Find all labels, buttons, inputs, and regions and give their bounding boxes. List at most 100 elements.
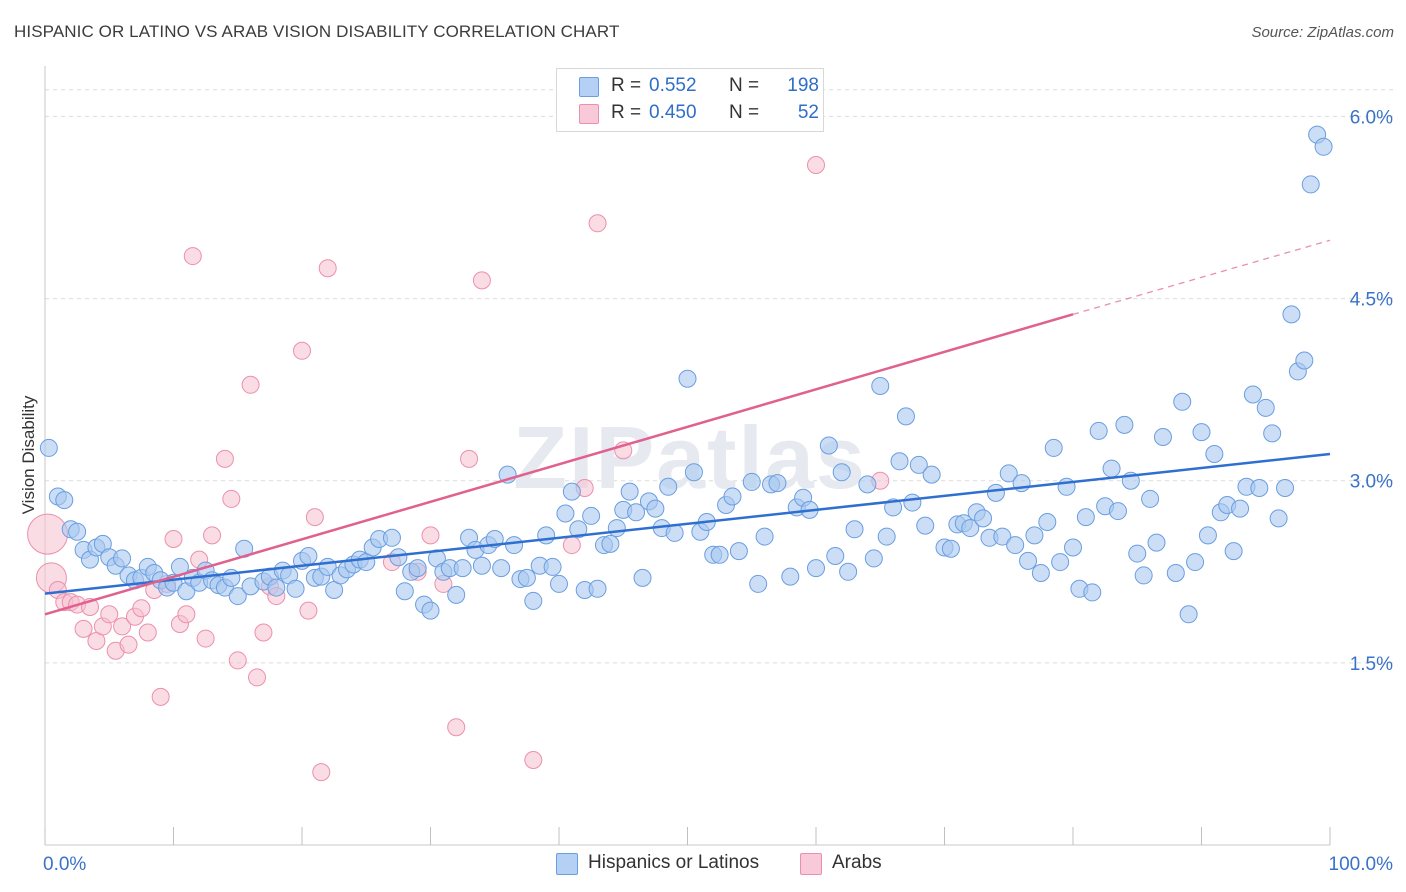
data-point-arab	[183, 247, 202, 266]
legend-r-label: R =	[611, 75, 642, 96]
data-point-hispanic	[941, 539, 960, 558]
source-label: Source: ZipAtlas.com	[1251, 24, 1394, 41]
legend-n-label: N =	[729, 75, 760, 96]
data-point-hispanic	[1006, 536, 1025, 555]
data-point-arab	[164, 530, 183, 548]
legend-label-arabs: Arabs	[832, 852, 882, 873]
data-point-hispanic	[1295, 351, 1314, 370]
data-point-hispanic	[620, 482, 639, 501]
data-point-hispanic	[39, 438, 58, 457]
data-point-hispanic	[1166, 564, 1185, 582]
data-point-hispanic	[839, 562, 858, 581]
data-point-arab	[524, 751, 543, 769]
data-point-arab	[215, 449, 234, 468]
data-point-arab	[472, 271, 491, 290]
data-point-arab	[138, 623, 157, 642]
data-point-hispanic	[1205, 445, 1224, 463]
data-point-hispanic	[588, 579, 607, 598]
data-point-arab	[222, 489, 241, 508]
legend-r-value: 0.450	[649, 102, 697, 123]
data-point-hispanic	[537, 526, 556, 545]
data-point-hispanic	[974, 509, 993, 528]
data-point-hispanic	[999, 464, 1018, 483]
trend-lines	[44, 239, 1331, 616]
y-tick-label: 3.0%	[1350, 472, 1393, 493]
data-point-hispanic	[113, 549, 132, 568]
data-point-hispanic	[909, 455, 928, 474]
data-point-hispanic	[472, 556, 491, 575]
data-point-hispanic	[922, 465, 941, 484]
data-point-hispanic	[556, 504, 575, 523]
data-point-hispanic	[986, 483, 1005, 502]
legend-n-value: 198	[787, 75, 819, 96]
data-point-hispanic	[916, 516, 935, 535]
data-point-arab	[254, 623, 273, 642]
data-point-arab	[421, 526, 440, 545]
data-point-arab	[113, 617, 132, 636]
data-point-hispanic	[832, 463, 851, 482]
data-point-hispanic	[659, 477, 678, 496]
data-point-hispanic	[453, 559, 472, 578]
data-point-hispanic	[1089, 421, 1108, 440]
data-point-arab	[203, 526, 222, 545]
data-point-hispanic	[582, 506, 601, 525]
data-point-arab	[447, 718, 466, 737]
data-point-hispanic	[896, 407, 915, 426]
data-point-hispanic	[729, 542, 748, 561]
data-point-hispanic	[871, 377, 890, 395]
legend-n-value: 52	[797, 102, 819, 123]
data-point-hispanic	[1083, 583, 1102, 602]
data-point-hispanic	[1051, 553, 1070, 572]
grid-lines	[45, 89, 1395, 664]
data-point-arab	[74, 619, 93, 638]
data-point-arab	[177, 605, 196, 624]
data-point-hispanic	[1179, 605, 1198, 624]
data-point-hispanic	[1044, 438, 1063, 457]
y-axis-label: Vision Disability	[19, 395, 38, 514]
data-point-hispanic	[1076, 508, 1095, 527]
data-point-arab	[100, 605, 119, 624]
tick-labels: 1.5% 3.0% 4.5% 6.0% 0.0% 100.0%	[43, 107, 1393, 875]
data-point-hispanic	[633, 568, 652, 587]
trend-line-arab	[44, 313, 1074, 616]
data-point-hispanic	[961, 519, 980, 538]
legend-swatch-blue	[579, 77, 599, 97]
data-point-hispanic	[768, 474, 787, 493]
data-point-hispanic	[845, 520, 864, 539]
data-point-arab	[318, 259, 337, 278]
y-tick-label: 6.0%	[1350, 107, 1393, 128]
data-point-arab	[312, 763, 331, 782]
data-point-hispanic	[1064, 538, 1082, 557]
data-point-arab	[151, 687, 170, 706]
data-point-arab	[228, 651, 247, 670]
data-point-hispanic	[569, 520, 588, 539]
data-point-hispanic	[826, 547, 845, 565]
data-point-hispanic	[1153, 428, 1172, 446]
data-point-hispanic	[524, 591, 543, 610]
data-point-arab	[305, 508, 324, 527]
trend-line-hispanic	[44, 452, 1331, 595]
data-point-hispanic	[755, 527, 774, 546]
data-point-hispanic	[1231, 499, 1250, 518]
data-point-hispanic	[742, 472, 761, 491]
data-point-hispanic	[1115, 415, 1134, 434]
data-point-hispanic	[819, 436, 838, 455]
data-point-hispanic	[807, 559, 825, 578]
data-point-hispanic	[389, 548, 408, 567]
data-point-hispanic	[1198, 526, 1217, 545]
y-tick-label: 4.5%	[1350, 290, 1393, 311]
data-point-hispanic	[1256, 398, 1275, 417]
data-point-hispanic	[505, 536, 524, 555]
data-point-hispanic	[1134, 566, 1153, 585]
data-point-arab	[807, 156, 825, 174]
data-point-hispanic	[408, 559, 427, 578]
data-point-hispanic	[492, 559, 511, 578]
data-point-arab	[293, 341, 311, 360]
hispanic-points	[39, 125, 1333, 624]
data-point-hispanic	[864, 549, 883, 568]
data-point-hispanic	[1031, 564, 1050, 582]
x-tick-label-max: 100.0%	[1329, 854, 1394, 875]
data-point-hispanic	[517, 568, 536, 587]
x-tick-label-min: 0.0%	[43, 854, 86, 875]
data-point-hispanic	[993, 527, 1012, 546]
